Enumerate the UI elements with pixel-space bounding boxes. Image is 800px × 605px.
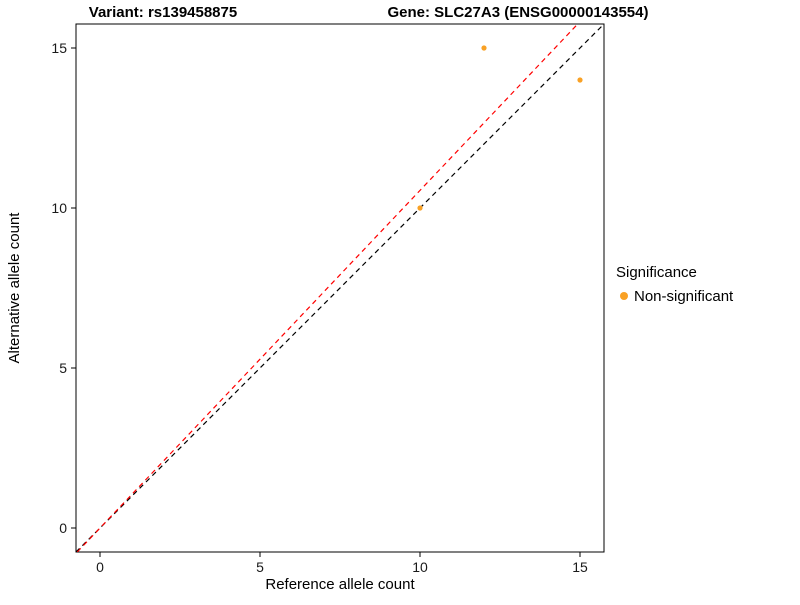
- y-tick-label: 15: [51, 40, 67, 56]
- x-tick-label: 10: [412, 559, 428, 575]
- y-tick-label: 5: [59, 360, 67, 376]
- reference-lines: [76, 24, 604, 552]
- legend-point-icon: [620, 292, 628, 300]
- y-axis-title: Alternative allele count: [6, 212, 23, 364]
- plot-title-variant: Variant: rs139458875: [89, 4, 237, 21]
- data-points: [417, 45, 583, 211]
- identity-line: [76, 24, 604, 552]
- fit-line: [76, 24, 579, 552]
- data-point: [577, 77, 583, 83]
- data-point: [481, 45, 487, 51]
- x-tick-label: 5: [256, 559, 264, 575]
- x-tick-label: 15: [572, 559, 588, 575]
- y-axis: 0 5 10 15: [51, 40, 76, 536]
- x-tick-label: 0: [96, 559, 104, 575]
- legend: Significance Non-significant: [616, 264, 734, 305]
- x-axis: 0 5 10 15: [96, 552, 588, 575]
- x-axis-title: Reference allele count: [265, 576, 415, 593]
- legend-item-label: Non-significant: [634, 288, 734, 305]
- plot-title-gene: Gene: SLC27A3 (ENSG00000143554): [388, 4, 649, 21]
- y-tick-label: 10: [51, 200, 67, 216]
- legend-title: Significance: [616, 264, 697, 281]
- data-point: [417, 205, 423, 211]
- y-tick-label: 0: [59, 520, 67, 536]
